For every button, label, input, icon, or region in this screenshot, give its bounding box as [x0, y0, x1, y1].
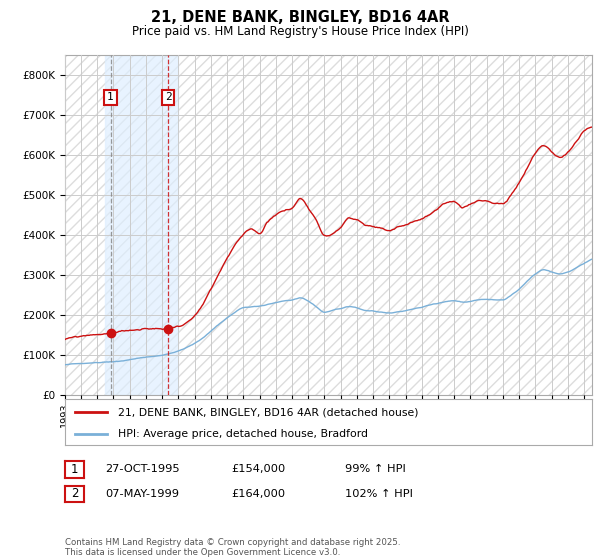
Text: £164,000: £164,000	[231, 489, 285, 499]
Text: 99% ↑ HPI: 99% ↑ HPI	[345, 464, 406, 474]
Text: 1: 1	[71, 463, 78, 476]
Text: 2: 2	[164, 92, 172, 102]
Bar	[106, 55, 178, 395]
Text: Price paid vs. HM Land Registry's House Price Index (HPI): Price paid vs. HM Land Registry's House …	[131, 25, 469, 38]
Text: 2: 2	[71, 487, 78, 501]
Text: Contains HM Land Registry data © Crown copyright and database right 2025.
This d: Contains HM Land Registry data © Crown c…	[65, 538, 400, 557]
Text: 1: 1	[107, 92, 114, 102]
Text: 07-MAY-1999: 07-MAY-1999	[105, 489, 179, 499]
Text: HPI: Average price, detached house, Bradford: HPI: Average price, detached house, Brad…	[118, 429, 368, 438]
Text: 27-OCT-1995: 27-OCT-1995	[105, 464, 179, 474]
Text: 21, DENE BANK, BINGLEY, BD16 4AR: 21, DENE BANK, BINGLEY, BD16 4AR	[151, 10, 449, 25]
Text: £154,000: £154,000	[231, 464, 285, 474]
Text: 102% ↑ HPI: 102% ↑ HPI	[345, 489, 413, 499]
Text: 21, DENE BANK, BINGLEY, BD16 4AR (detached house): 21, DENE BANK, BINGLEY, BD16 4AR (detach…	[118, 407, 418, 417]
